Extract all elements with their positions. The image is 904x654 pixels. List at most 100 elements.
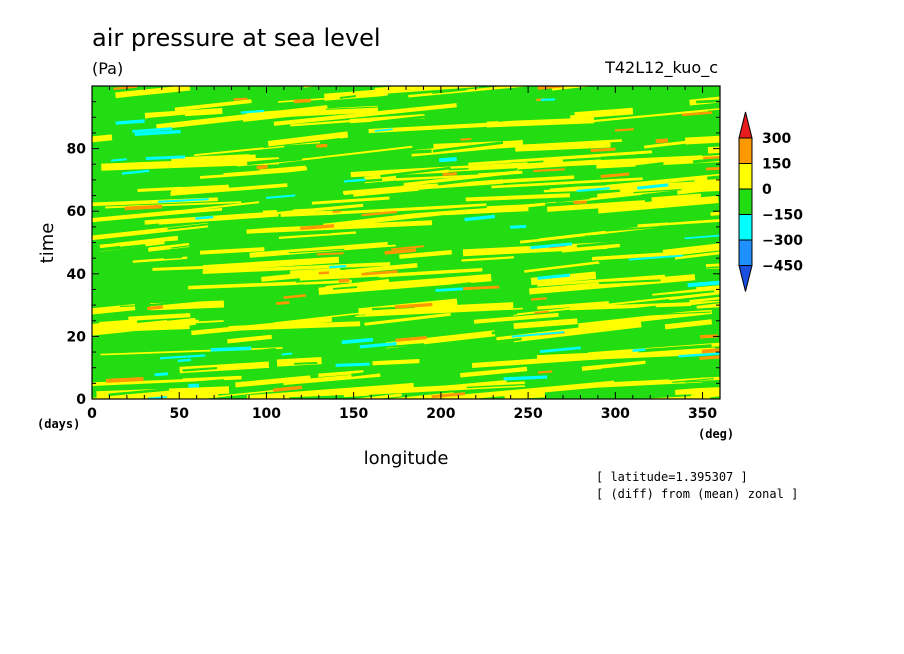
field-streak-negative <box>94 179 142 184</box>
y-tick-label: 40 <box>67 267 87 283</box>
field-streak-positive <box>273 305 421 324</box>
field-streak-negative <box>601 359 686 372</box>
field-streak-negative <box>174 129 233 134</box>
field-streak-negative <box>668 372 720 381</box>
field-streak-high <box>276 301 290 305</box>
field-streak-negative <box>323 86 377 89</box>
y-tick-label: 60 <box>67 204 87 220</box>
field-streak-positive <box>486 117 595 128</box>
field-streak-negative <box>584 231 656 238</box>
field-streak-positive <box>364 302 514 316</box>
field-streak-negative <box>669 306 720 313</box>
field-streak-positive <box>355 307 523 318</box>
field-streak-positive <box>96 386 230 399</box>
field-streak-positive <box>144 211 279 226</box>
field-streak-negative <box>321 152 379 161</box>
field-streak-low <box>132 127 173 133</box>
field-streak-positive <box>547 200 646 212</box>
field-streak-negative <box>92 241 115 247</box>
experiment-label: T42L12_kuo_c <box>604 58 718 78</box>
field-streak-positive <box>504 391 546 399</box>
field-streak-high <box>699 354 720 360</box>
field-streak-positive <box>581 360 646 371</box>
field-streak-positive <box>92 222 209 247</box>
field-streak-high <box>283 294 306 299</box>
field-streak-high <box>105 377 144 383</box>
field-streak-positive <box>293 203 364 214</box>
field-streak-positive <box>408 86 533 98</box>
field-streak-negative <box>294 361 318 365</box>
field-streak-positive <box>128 312 191 322</box>
field-streak-positive <box>286 63 414 84</box>
field-streak-positive <box>92 319 138 331</box>
field-streak-negative <box>108 388 170 397</box>
field-streak-positive <box>261 263 418 282</box>
field-streak-low <box>359 341 397 349</box>
field-streak-positive <box>133 320 224 327</box>
field-streak-negative <box>613 87 639 92</box>
field-streak-negative <box>638 103 712 112</box>
field-streak-low <box>503 375 548 381</box>
field-streak-negative <box>466 382 550 389</box>
field-streak-high <box>391 245 424 251</box>
field-streak-negative <box>491 327 544 335</box>
field-streak-high <box>300 224 335 231</box>
field-streak-positive <box>651 282 720 296</box>
field-streak-positive <box>101 157 280 171</box>
field-streak-negative <box>306 194 354 203</box>
field-streak-positive <box>92 134 113 146</box>
field-streak-low <box>210 346 252 352</box>
field-streak-high <box>318 271 330 275</box>
field-streak-negative <box>655 133 686 140</box>
field-streak-low <box>111 158 127 162</box>
field-streak-positive <box>199 247 265 255</box>
field-streak-positive <box>303 86 397 88</box>
field-streak-positive <box>147 242 190 252</box>
field-streak-positive <box>473 312 559 324</box>
field-streak-negative <box>382 92 413 98</box>
y-tick-label: 20 <box>67 329 87 345</box>
field-streak-negative <box>585 167 623 172</box>
field-streak-positive <box>174 99 252 112</box>
field-streak-positive <box>385 330 496 349</box>
chart-title: air pressure at sea level <box>92 24 381 52</box>
field-streak-negative <box>464 158 482 161</box>
field-streak-negative <box>209 359 245 363</box>
field-streak-positive <box>689 290 720 303</box>
field-streak-high <box>533 168 565 173</box>
field-streak-negative <box>738 356 808 363</box>
field-streak-negative <box>352 343 424 351</box>
field-streak-positive <box>92 207 223 226</box>
field-streak-positive <box>115 86 191 99</box>
latitude-note: [ latitude=1.395307 ] <box>596 470 748 484</box>
field-streak-negative <box>631 338 675 344</box>
field-streak-negative <box>448 289 516 298</box>
field-streak-negative <box>432 141 504 153</box>
field-streak-positive <box>461 256 514 262</box>
field-streak-negative <box>683 356 720 363</box>
field-streak-negative <box>288 248 345 254</box>
field-streak-negative <box>414 236 437 242</box>
field-streak-low <box>159 354 206 360</box>
field-streak-positive <box>92 375 242 388</box>
field-streak-negative <box>290 181 343 187</box>
field-streak-positive <box>152 261 313 271</box>
field-streak-negative <box>650 311 712 316</box>
field-streak-positive <box>439 139 622 152</box>
field-streak-negative <box>684 379 720 383</box>
field-streak-low <box>511 331 565 338</box>
field-streak-high <box>384 248 417 255</box>
field-streak-negative <box>484 337 522 345</box>
field-streak-low <box>121 169 150 175</box>
field-streak-negative <box>514 296 538 301</box>
field-streak-high <box>316 252 344 256</box>
field-streak-positive <box>380 267 483 278</box>
field-streak-negative <box>437 175 504 186</box>
y-tick-label: 0 <box>76 392 86 408</box>
field-streak-negative <box>740 330 773 335</box>
field-streak-positive <box>246 382 415 399</box>
x-tick-label: 100 <box>252 406 281 422</box>
colorbar-segment <box>738 239 753 266</box>
field-streak-negative <box>146 171 224 180</box>
